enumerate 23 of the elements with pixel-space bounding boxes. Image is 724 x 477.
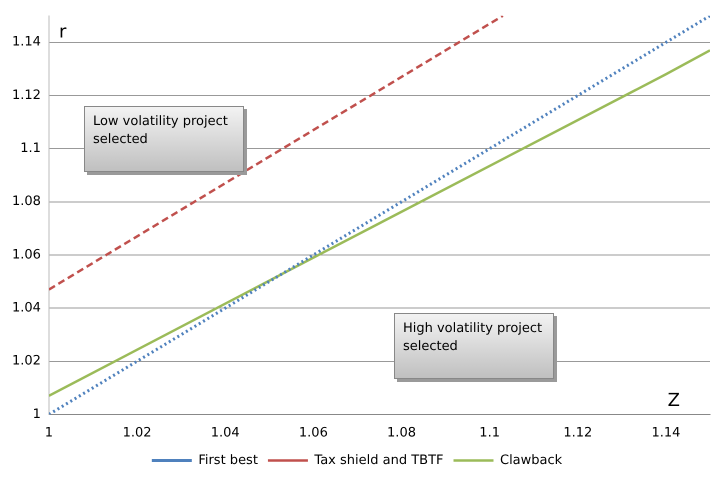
note-box: Low volatility project selected — [84, 106, 244, 172]
legend-label: Clawback — [500, 452, 563, 468]
y-tick-label: 1.02 — [12, 354, 41, 369]
x-tick-label: 1.08 — [387, 426, 416, 441]
x-tick-label: 1.12 — [563, 426, 592, 441]
y-tick-label: 1.1 — [20, 141, 41, 156]
x-axis-title: Z — [668, 390, 680, 412]
legend-label: First best — [198, 452, 258, 468]
y-tick-label: 1.08 — [12, 194, 41, 210]
y-tick-label: 1.06 — [12, 247, 41, 262]
y-tick-label: 1 — [32, 406, 41, 422]
y-tick-label: 1.04 — [12, 300, 41, 316]
y-axis-title: r — [58, 21, 67, 42]
x-tick-label: 1.1 — [479, 426, 500, 441]
x-tick-label: 1.02 — [122, 426, 152, 441]
x-tick-label: 1 — [44, 426, 54, 441]
x-tick-label: 1.14 — [651, 426, 680, 441]
x-tick-label: 1.04 — [210, 426, 240, 441]
y-tick-label: 1.14 — [12, 34, 41, 50]
y-tick-label: 1.12 — [12, 88, 41, 103]
note-box: High volatility project selected — [394, 312, 554, 379]
legend-label: Tax shield and TBTF — [313, 452, 444, 468]
x-tick-label: 1.06 — [298, 426, 328, 441]
